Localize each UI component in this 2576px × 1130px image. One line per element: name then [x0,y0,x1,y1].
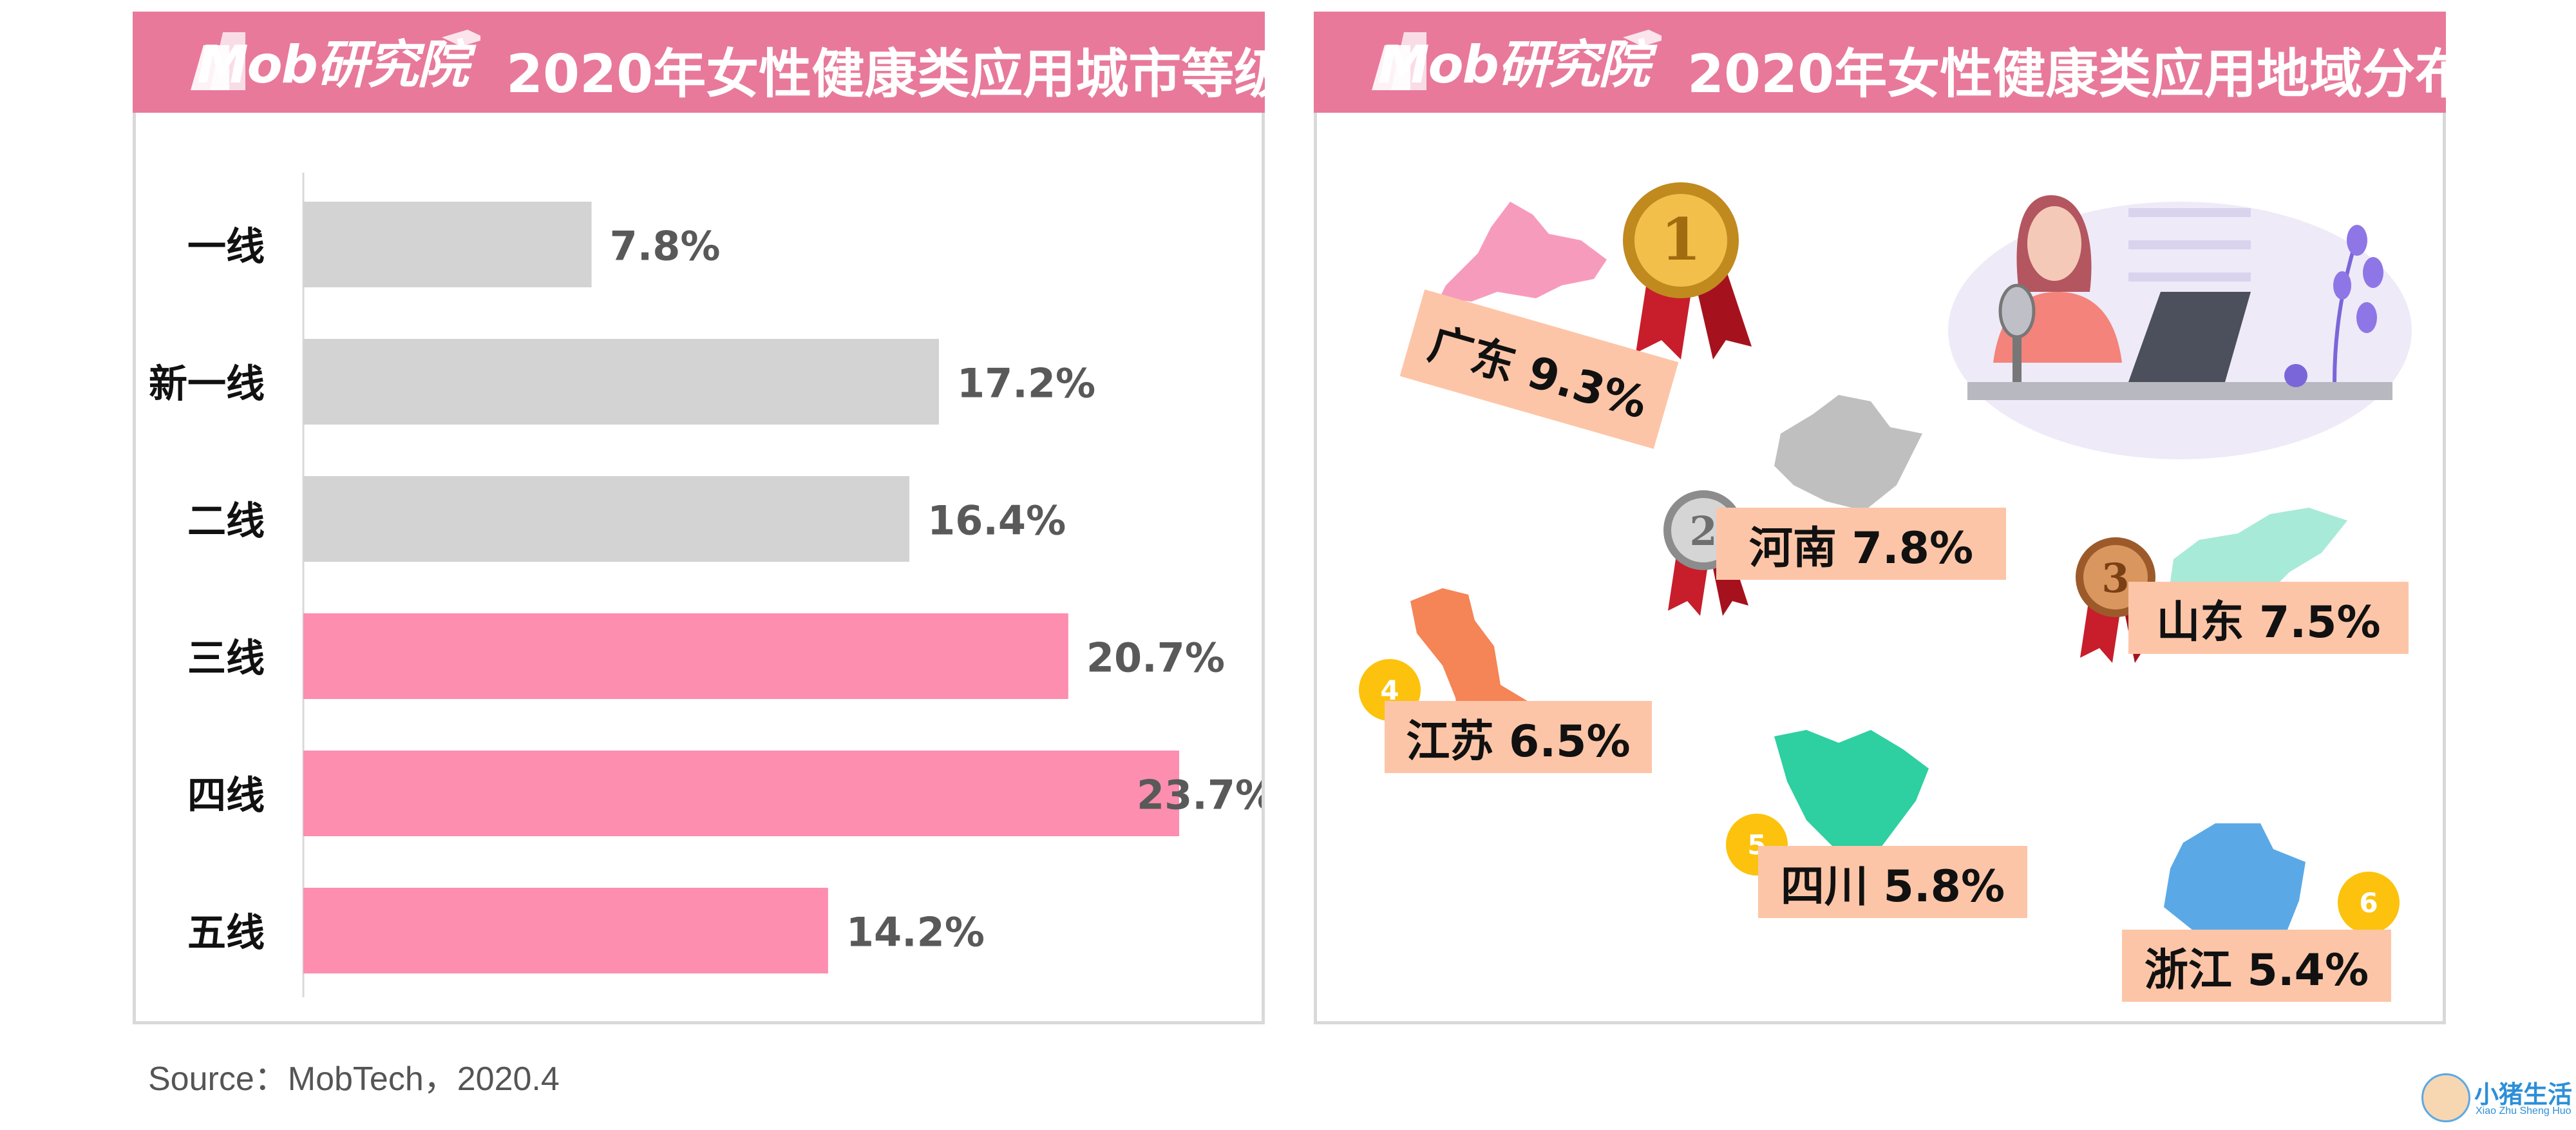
zhejiang-map-icon [2164,823,2306,943]
panel-title: 2020年女性健康类应用地域分布 [1687,44,2468,105]
source-note: Source：MobTech，2020.4 [148,1060,560,1098]
svg-text:1: 1 [1661,206,1701,274]
panel-header: Mob研究院 2020年女性健康类应用城市等级 [133,12,1287,113]
svg-text:3: 3 [2101,555,2129,602]
region-label-shandong: 山东 7.5% [2128,582,2409,654]
watermark-subtext: Xiao Zhu Sheng Huo [2476,1106,2571,1116]
value-label-1: 17.2% [957,360,1095,407]
watermark-pig-icon [2421,1073,2470,1122]
logo-text: Mob研究院 [1378,35,1650,95]
value-label-2: 16.4% [927,497,1066,544]
region-label-zhejiang: 浙江 5.4% [2122,930,2391,1002]
bar-4 [303,751,1179,836]
bar-1 [303,339,940,425]
bar-2 [303,476,910,562]
mob-logo-icon [1372,30,1662,90]
panel-header: Mob研究院 2020年女性健康类应用地域分布 [1314,12,2468,113]
category-label-3: 三线 [187,637,265,682]
region-distribution-panel: Mob研究院 2020年女性健康类应用地域分布 1 广东 9.3% [1314,12,2468,1024]
henan-map-icon [1774,395,1922,511]
bar-5 [303,888,828,973]
sichuan-map-icon [1774,730,1929,852]
category-label-0: 一线 [187,225,265,270]
watermark: 小猪生活 Xiao Zhu Sheng Huo [2421,1071,2572,1125]
value-label-3: 20.7% [1086,635,1225,682]
region-label-jiangsu: 江苏 6.5% [1385,701,1652,773]
svg-text:2: 2 [1689,508,1717,555]
value-label-0: 7.8% [610,223,721,270]
bar-0 [303,202,592,287]
woman-laptop-illustration [1948,195,2412,459]
panel-title: 2020年女性健康类应用城市等级 [506,44,1287,105]
value-label-5: 14.2% [846,909,985,956]
category-label-4: 四线 [187,774,265,819]
mob-logo-icon [191,30,480,90]
bar-3 [303,613,1068,699]
city-tier-panel: Mob研究院 2020年女性健康类应用城市等级 一线 7.8% 新一线 17.2% 二线… [133,12,1287,1024]
gold-medal-icon: 1 [1623,182,1752,359]
city-tier-bar-chart: 一线 7.8% 新一线 17.2% 二线 16.4% 三线 20.7% 四线 23.7% 五线 14.… [149,173,1262,997]
logo-text: Mob研究院 [197,35,469,95]
region-label-henan: 河南 7.8% [1716,508,2006,580]
category-label-5: 五线 [187,911,265,956]
region-label-sichuan: 四川 5.8% [1758,846,2027,918]
value-label-4: 23.7% [1137,772,1262,819]
watermark-text: 小猪生活 [2474,1080,2573,1109]
rank-6-badge: 6 [2338,872,2400,934]
category-label-2: 二线 [187,499,265,544]
category-label-1: 新一线 [149,362,265,407]
guangdong-map-icon [1439,202,1607,302]
